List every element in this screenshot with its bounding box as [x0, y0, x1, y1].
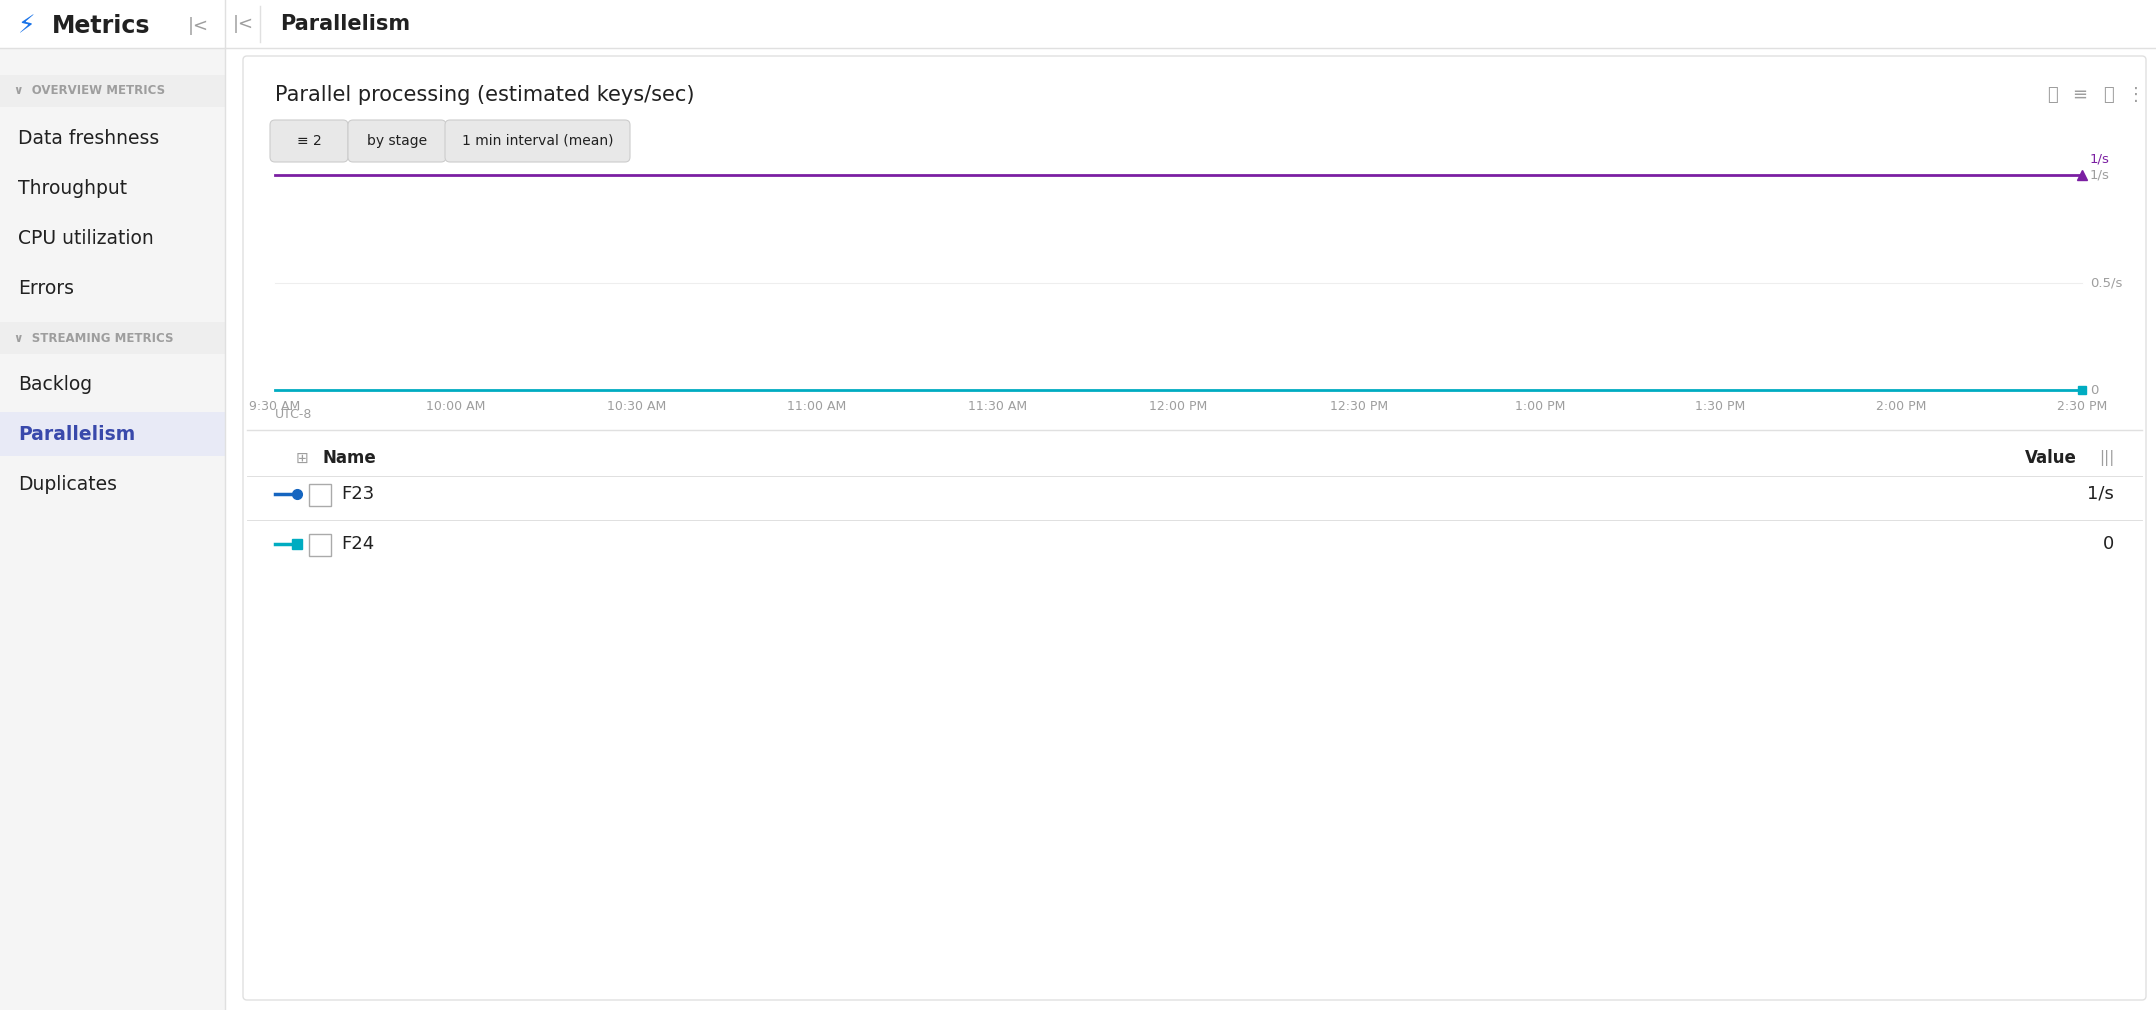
Bar	[0, 0, 224, 48]
Text: 0: 0	[2102, 535, 2115, 553]
Text: ∨  STREAMING METRICS: ∨ STREAMING METRICS	[13, 331, 172, 344]
Bar	[0, 0, 224, 1010]
Text: 11:00 AM: 11:00 AM	[787, 400, 847, 413]
Text: Parallel processing (estimated keys/sec): Parallel processing (estimated keys/sec)	[276, 85, 694, 105]
Text: 1/s: 1/s	[2089, 153, 2111, 166]
Text: Parallelism: Parallelism	[280, 14, 410, 34]
Text: |||: |||	[2100, 450, 2115, 466]
Text: ⊞: ⊞	[295, 450, 308, 466]
Text: 12:00 PM: 12:00 PM	[1149, 400, 1207, 413]
Text: UTC-8: UTC-8	[276, 408, 313, 421]
FancyBboxPatch shape	[270, 120, 347, 162]
Text: 1:00 PM: 1:00 PM	[1516, 400, 1565, 413]
Text: 9:30 AM: 9:30 AM	[250, 400, 300, 413]
Text: ≡ 2: ≡ 2	[298, 134, 321, 148]
Text: Backlog: Backlog	[17, 375, 93, 394]
Text: CPU utilization: CPU utilization	[17, 228, 153, 247]
Text: 1 min interval (mean): 1 min interval (mean)	[461, 134, 612, 148]
Text: ≡: ≡	[2072, 86, 2087, 104]
Bar	[308, 484, 332, 506]
Bar	[308, 534, 332, 556]
Text: Parallelism: Parallelism	[17, 424, 136, 443]
Text: Metrics: Metrics	[52, 14, 151, 38]
Text: 🔍: 🔍	[2046, 86, 2057, 104]
Text: by stage: by stage	[367, 134, 427, 148]
Text: 10:00 AM: 10:00 AM	[427, 400, 485, 413]
Text: F23: F23	[341, 485, 375, 503]
Text: Data freshness: Data freshness	[17, 128, 160, 147]
Bar	[224, 0, 2156, 48]
Text: Duplicates: Duplicates	[17, 476, 116, 495]
Text: 1:30 PM: 1:30 PM	[1695, 400, 1746, 413]
Text: 10:30 AM: 10:30 AM	[606, 400, 666, 413]
Text: |<: |<	[233, 15, 254, 33]
Text: ⋮: ⋮	[2128, 86, 2145, 104]
FancyBboxPatch shape	[444, 120, 630, 162]
Bar	[0, 412, 224, 456]
Text: ∨  OVERVIEW METRICS: ∨ OVERVIEW METRICS	[13, 85, 166, 98]
Text: Name: Name	[321, 449, 375, 467]
FancyBboxPatch shape	[347, 120, 446, 162]
Text: Value: Value	[2024, 449, 2076, 467]
Text: F24: F24	[341, 535, 375, 553]
Text: 12:30 PM: 12:30 PM	[1330, 400, 1388, 413]
Text: 2:30 PM: 2:30 PM	[2057, 400, 2106, 413]
Text: 1/s: 1/s	[2089, 169, 2111, 182]
Text: Throughput: Throughput	[17, 179, 127, 198]
Text: ⬜: ⬜	[2102, 86, 2113, 104]
Text: 11:30 AM: 11:30 AM	[968, 400, 1028, 413]
Text: 2:00 PM: 2:00 PM	[1876, 400, 1927, 413]
Text: 0.5/s: 0.5/s	[2089, 276, 2122, 289]
Text: Errors: Errors	[17, 279, 73, 298]
Text: |<: |<	[188, 17, 209, 35]
Text: ⚡: ⚡	[17, 14, 34, 38]
Text: 0: 0	[2089, 384, 2098, 397]
Bar	[0, 75, 224, 107]
Text: 1/s: 1/s	[2087, 485, 2115, 503]
FancyBboxPatch shape	[244, 56, 2145, 1000]
Bar	[0, 322, 224, 353]
